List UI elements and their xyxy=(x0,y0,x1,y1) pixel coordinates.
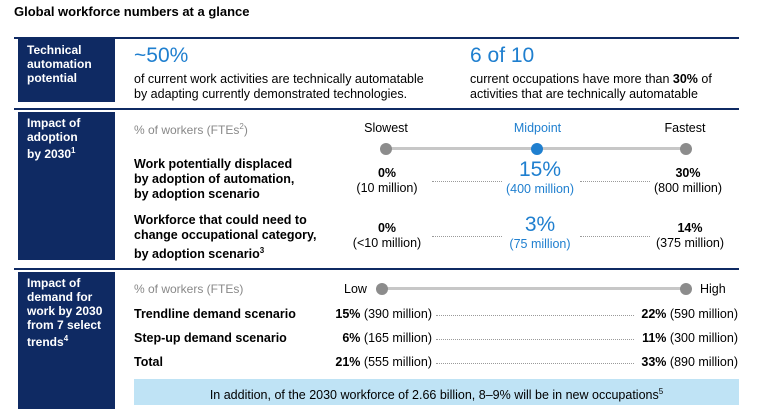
top-rule xyxy=(14,37,739,39)
slowest-dot xyxy=(380,143,392,155)
demand-scale-line xyxy=(382,287,684,290)
trendline-dotted xyxy=(436,315,634,316)
stat2-value: 6 of 10 xyxy=(470,44,535,67)
row2-slowest: 0% (<10 million) xyxy=(352,221,422,250)
row2-dotted-right xyxy=(580,236,650,237)
section2-rule xyxy=(14,108,739,110)
total-low: 21% (555 million) xyxy=(335,355,432,369)
section3-axis-label: % of workers (FTEs) xyxy=(134,282,244,296)
section2-label: Impact of adoption by 20301 xyxy=(18,112,115,260)
row1-dotted-right xyxy=(580,181,650,182)
stepup-high: 11% (300 million) xyxy=(642,331,738,345)
low-dot xyxy=(376,283,388,295)
new-occupations-banner: In addition, of the 2030 workforce of 2.… xyxy=(134,379,739,405)
trendline-high: 22% (590 million) xyxy=(641,307,738,321)
stat1-text: of current work activities are technical… xyxy=(134,72,424,101)
page-title: Global workforce numbers at a glance xyxy=(14,4,250,19)
total-dotted xyxy=(436,363,634,364)
total-high: 33% (890 million) xyxy=(641,355,738,369)
row-total-label: Total xyxy=(134,355,163,369)
stepup-dotted xyxy=(436,339,634,340)
row2-midpoint: 3% (75 million) xyxy=(509,213,571,251)
section2-axis-label: % of workers (FTEs2) xyxy=(134,122,248,137)
row-stepup-label: Step-up demand scenario xyxy=(134,331,287,345)
section3-label: Impact of demand for work by 2030 from 7… xyxy=(18,272,115,409)
row-work-displaced-label: Work potentially displaced by adoption o… xyxy=(134,157,295,201)
fastest-dot xyxy=(680,143,692,155)
row-occupation-change-label: Workforce that could need to change occu… xyxy=(134,213,317,262)
row1-dotted-left xyxy=(432,181,502,182)
row2-fastest: 14% (375 million) xyxy=(655,221,725,250)
high-dot xyxy=(680,283,692,295)
stat2-text: current occupations have more than 30% o… xyxy=(470,72,712,101)
trendline-low: 15% (390 million) xyxy=(335,307,432,321)
section3-rule xyxy=(14,268,739,270)
scale-slowest: Slowest xyxy=(364,121,408,135)
midpoint-dot xyxy=(531,143,543,155)
row1-slowest: 0% (10 million) xyxy=(356,166,418,195)
stat1-value: ~50% xyxy=(134,44,189,67)
row1-fastest: 30% (800 million) xyxy=(653,166,723,195)
row1-midpoint: 15% (400 million) xyxy=(505,158,575,196)
stepup-low: 6% (165 million) xyxy=(342,331,432,345)
row-trendline-label: Trendline demand scenario xyxy=(134,307,296,321)
section1-label: Technical automation potential xyxy=(18,39,115,102)
scale-low: Low xyxy=(344,282,367,296)
scale-high: High xyxy=(700,282,726,296)
scale-midpoint: Midpoint xyxy=(513,121,562,135)
scale-fastest: Fastest xyxy=(664,121,706,135)
row2-dotted-left xyxy=(432,236,502,237)
